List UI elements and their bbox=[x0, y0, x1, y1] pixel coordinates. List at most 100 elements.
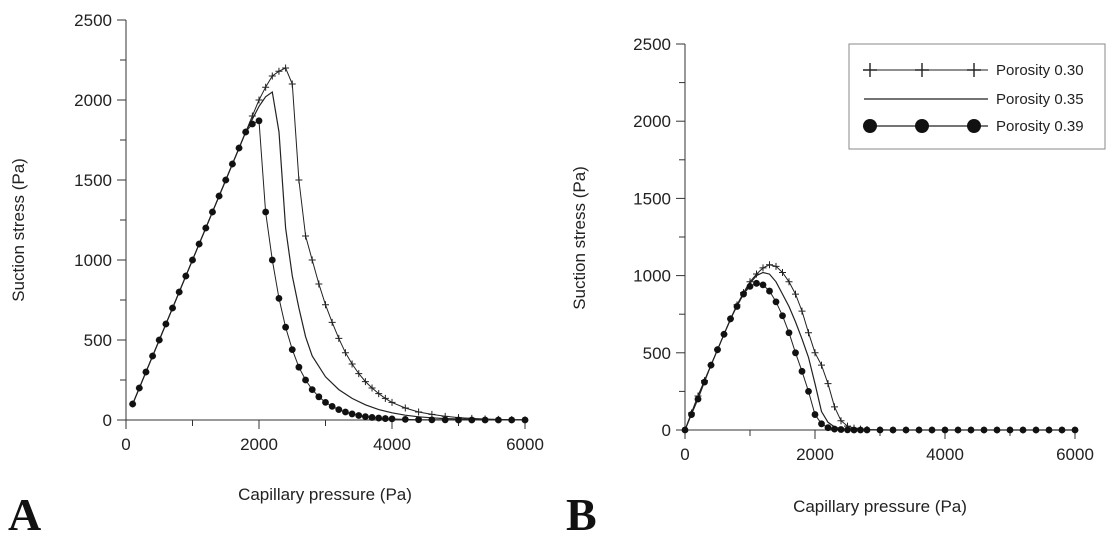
x-tick-label: 0 bbox=[680, 445, 689, 464]
series-a-2-marker bbox=[162, 320, 170, 328]
series-b-0-marker bbox=[824, 380, 832, 388]
series-b-2-marker bbox=[727, 315, 734, 323]
series-a-2-marker bbox=[362, 413, 369, 421]
series-a-0-marker bbox=[355, 370, 363, 378]
series-b-0-marker bbox=[805, 329, 812, 337]
series-a-2-marker bbox=[381, 415, 389, 422]
series-a-2-marker bbox=[209, 208, 216, 216]
x-tick-label: 6000 bbox=[506, 435, 544, 454]
axes-b: 0 2000 4000 6000 0 500 1000 1500 2000 2500 bbox=[633, 35, 1094, 464]
series-b-2-marker bbox=[1019, 426, 1027, 434]
series-b-2-marker bbox=[779, 312, 786, 320]
series-b-2-marker bbox=[798, 367, 806, 375]
series-b-2-marker bbox=[857, 426, 864, 434]
y-tick-label: 0 bbox=[103, 411, 112, 430]
series-a-2-marker bbox=[508, 416, 516, 424]
series-b-2-marker bbox=[824, 424, 832, 432]
x-tick-label: 0 bbox=[121, 435, 130, 454]
series-b-2-marker bbox=[740, 290, 747, 298]
series-b-2-marker bbox=[1071, 426, 1079, 434]
y-tick-label: 2000 bbox=[633, 112, 671, 131]
series-b-2-marker bbox=[850, 426, 858, 434]
series-a-2-marker bbox=[368, 414, 376, 421]
x-tick-label: 4000 bbox=[926, 445, 964, 464]
series-a-2-marker bbox=[282, 323, 289, 331]
series-b-0-marker bbox=[766, 261, 773, 269]
y-tick-label: 2000 bbox=[74, 91, 112, 110]
series-layer-a bbox=[129, 64, 529, 424]
series-b-2-marker bbox=[941, 426, 949, 434]
y-tick-label: 0 bbox=[662, 421, 671, 440]
series-a-2-marker bbox=[268, 256, 276, 264]
series-b-2-marker bbox=[694, 395, 702, 403]
legend-plus-marker bbox=[967, 63, 981, 77]
series-b-2-marker bbox=[993, 426, 1001, 434]
series-a-2-line bbox=[132, 120, 525, 421]
legend-circle-marker bbox=[915, 119, 929, 133]
series-a-2-marker bbox=[235, 144, 243, 152]
series-b-2-marker bbox=[707, 361, 715, 369]
y-axis-title-a: Suction stress (Pa) bbox=[9, 158, 28, 302]
series-a-2-marker bbox=[401, 415, 409, 423]
series-b-2-marker bbox=[889, 426, 897, 434]
series-a-2-marker bbox=[415, 416, 422, 424]
series-b-2-marker bbox=[831, 425, 838, 433]
series-b-2-marker bbox=[915, 426, 923, 434]
series-a-0-marker bbox=[328, 318, 336, 326]
legend-circle-marker bbox=[863, 119, 877, 133]
series-b-2-marker bbox=[720, 330, 728, 338]
series-a-2-marker bbox=[495, 416, 502, 424]
axes-a: 0 2000 4000 6000 0 500 1000 1500 2000 2500 bbox=[74, 11, 544, 454]
x-axis-title-b: Capillary pressure (Pa) bbox=[793, 497, 967, 516]
series-b-2-marker bbox=[792, 349, 799, 357]
series-a-2-marker bbox=[348, 410, 356, 418]
legend-sample-circle bbox=[863, 119, 988, 133]
series-b-2-marker bbox=[1058, 426, 1066, 434]
panel-label-a: A bbox=[8, 489, 41, 537]
series-a-0-marker bbox=[275, 67, 283, 75]
series-b-0-marker bbox=[831, 403, 838, 411]
y-axis-title-b: Suction stress (Pa) bbox=[570, 166, 589, 310]
series-b-0-marker bbox=[779, 269, 786, 277]
series-a-0-marker bbox=[375, 390, 383, 398]
legend-label-porosity-039: Porosity 0.39 bbox=[996, 118, 1084, 135]
series-b-2-marker bbox=[759, 281, 767, 289]
series-a-2-marker bbox=[175, 288, 183, 296]
series-b-2-marker bbox=[753, 279, 760, 287]
series-b-2-marker bbox=[785, 329, 793, 337]
series-a-0-marker bbox=[388, 398, 396, 406]
series-b-2 bbox=[681, 279, 1079, 434]
series-a-2-marker bbox=[255, 117, 263, 125]
series-a-0-marker bbox=[381, 394, 389, 402]
legend: Porosity 0.30 Porosity 0.35 Porosity 0.3… bbox=[848, 43, 1106, 150]
series-a-2-marker bbox=[302, 376, 309, 384]
series-a-2-marker bbox=[308, 386, 316, 393]
series-b-0 bbox=[681, 261, 1079, 434]
series-a-0-marker bbox=[255, 96, 263, 104]
series-a-2-marker bbox=[248, 120, 256, 128]
legend-item-porosity-035: Porosity 0.35 bbox=[864, 91, 1084, 108]
x-tick-label: 2000 bbox=[240, 435, 278, 454]
series-b-2-line bbox=[684, 282, 1075, 431]
series-a-2-marker bbox=[142, 368, 150, 376]
series-a-2-marker bbox=[242, 128, 250, 136]
series-a-2-marker bbox=[328, 403, 336, 410]
series-a-2-marker bbox=[229, 160, 236, 168]
series-a-2-marker bbox=[315, 393, 323, 401]
series-b-0-marker bbox=[759, 264, 767, 272]
series-a-0-line bbox=[132, 67, 526, 421]
series-b-2-marker bbox=[746, 283, 754, 290]
series-b-0-marker bbox=[772, 262, 780, 270]
series-a-2-marker bbox=[441, 416, 449, 424]
series-a-0-marker bbox=[341, 349, 349, 357]
legend-plus-marker bbox=[863, 63, 877, 77]
y-tick-label: 2500 bbox=[633, 35, 671, 54]
series-a-2-marker bbox=[262, 208, 270, 216]
series-b-2-marker bbox=[1006, 426, 1014, 434]
series-b-0-marker bbox=[792, 290, 799, 298]
series-a-0-marker bbox=[262, 83, 270, 91]
series-a-2-marker bbox=[455, 416, 462, 424]
series-a-0-marker bbox=[348, 360, 356, 368]
series-a-2-marker bbox=[222, 176, 230, 184]
